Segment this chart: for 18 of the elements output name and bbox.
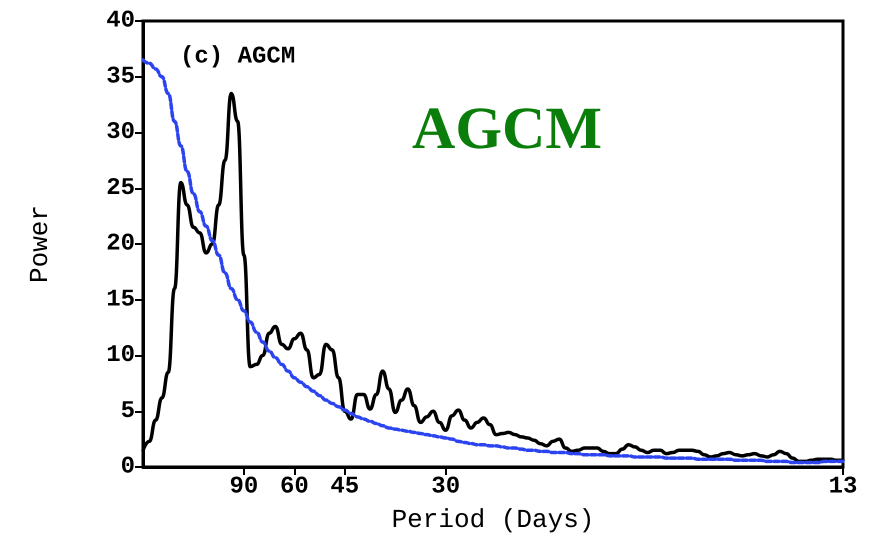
x-tick-label: 90 — [229, 474, 258, 500]
y-tick-label: 20 — [106, 230, 135, 258]
x-tick-label: 60 — [280, 474, 309, 500]
y-tick-label: 0 — [120, 454, 135, 480]
annotation: AGCM — [412, 95, 602, 161]
y-tick-label: 40 — [106, 8, 135, 34]
y-tick-label: 25 — [106, 174, 135, 202]
y-tick-label: 5 — [120, 398, 135, 425]
x-tick-label: 30 — [431, 474, 460, 500]
x-axis-title: Period (Days) — [392, 505, 594, 535]
y-tick-label: 10 — [106, 342, 135, 369]
y-tick-label: 30 — [106, 119, 135, 146]
annotation: (c) AGCM — [180, 44, 296, 70]
x-tick-label: 45 — [330, 474, 360, 500]
y-tick-label: 35 — [106, 63, 135, 90]
x-tick-label: 13 — [828, 474, 858, 500]
y-axis-title: Power — [25, 204, 55, 284]
y-tick-label: 15 — [106, 286, 135, 314]
